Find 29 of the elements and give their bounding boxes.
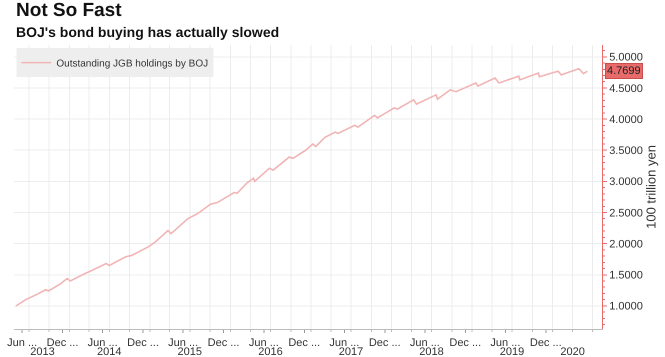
x-tick-label: Dec ...	[127, 337, 159, 350]
x-tick-label: Dec ...	[368, 337, 401, 350]
x2-tick-label: 2016	[258, 346, 283, 357]
chart-title: Not So Fast	[16, 0, 122, 21]
legend-label: Outstanding JGB holdings by BOJ	[56, 58, 208, 70]
y2-tick-label: 3.5000	[609, 145, 643, 158]
x2-tick-label: 2019	[500, 346, 524, 357]
y2-tick-label: 2.5000	[609, 207, 643, 220]
y2-tick-label: 4.5000	[609, 82, 643, 95]
x2-tick-label: 2020	[560, 346, 585, 357]
x2-tick-label: 2018	[419, 346, 444, 357]
x-tick-label: Dec ...	[208, 337, 240, 350]
y2-tick-label: 2.0000	[609, 238, 643, 250]
x-tick-label: Dec ...	[288, 337, 320, 350]
line-series	[15, 68, 588, 307]
y2-tick-label: 4.0000	[609, 114, 643, 126]
data-label: 4.7699	[607, 65, 641, 77]
y2-tick-label: 1.0000	[609, 300, 643, 313]
x-tick-label: Dec ...	[530, 337, 562, 350]
x2-tick-label: 2013	[30, 346, 55, 357]
chart-subtitle: BOJ's bond buying has actually slowed	[16, 24, 280, 40]
y2-tick-label: 1.5000	[609, 270, 643, 282]
x2-tick-label: 2014	[97, 346, 122, 357]
x-tick-label: Dec ...	[449, 337, 482, 350]
y2-axis-title: 100 trillion yen	[643, 145, 658, 229]
x2-tick-label: 2017	[338, 346, 364, 357]
y2-tick-label: 3.0000	[609, 176, 643, 188]
y2-tick-label: 5.0000	[609, 52, 643, 64]
x2-tick-label: 2015	[178, 346, 202, 357]
